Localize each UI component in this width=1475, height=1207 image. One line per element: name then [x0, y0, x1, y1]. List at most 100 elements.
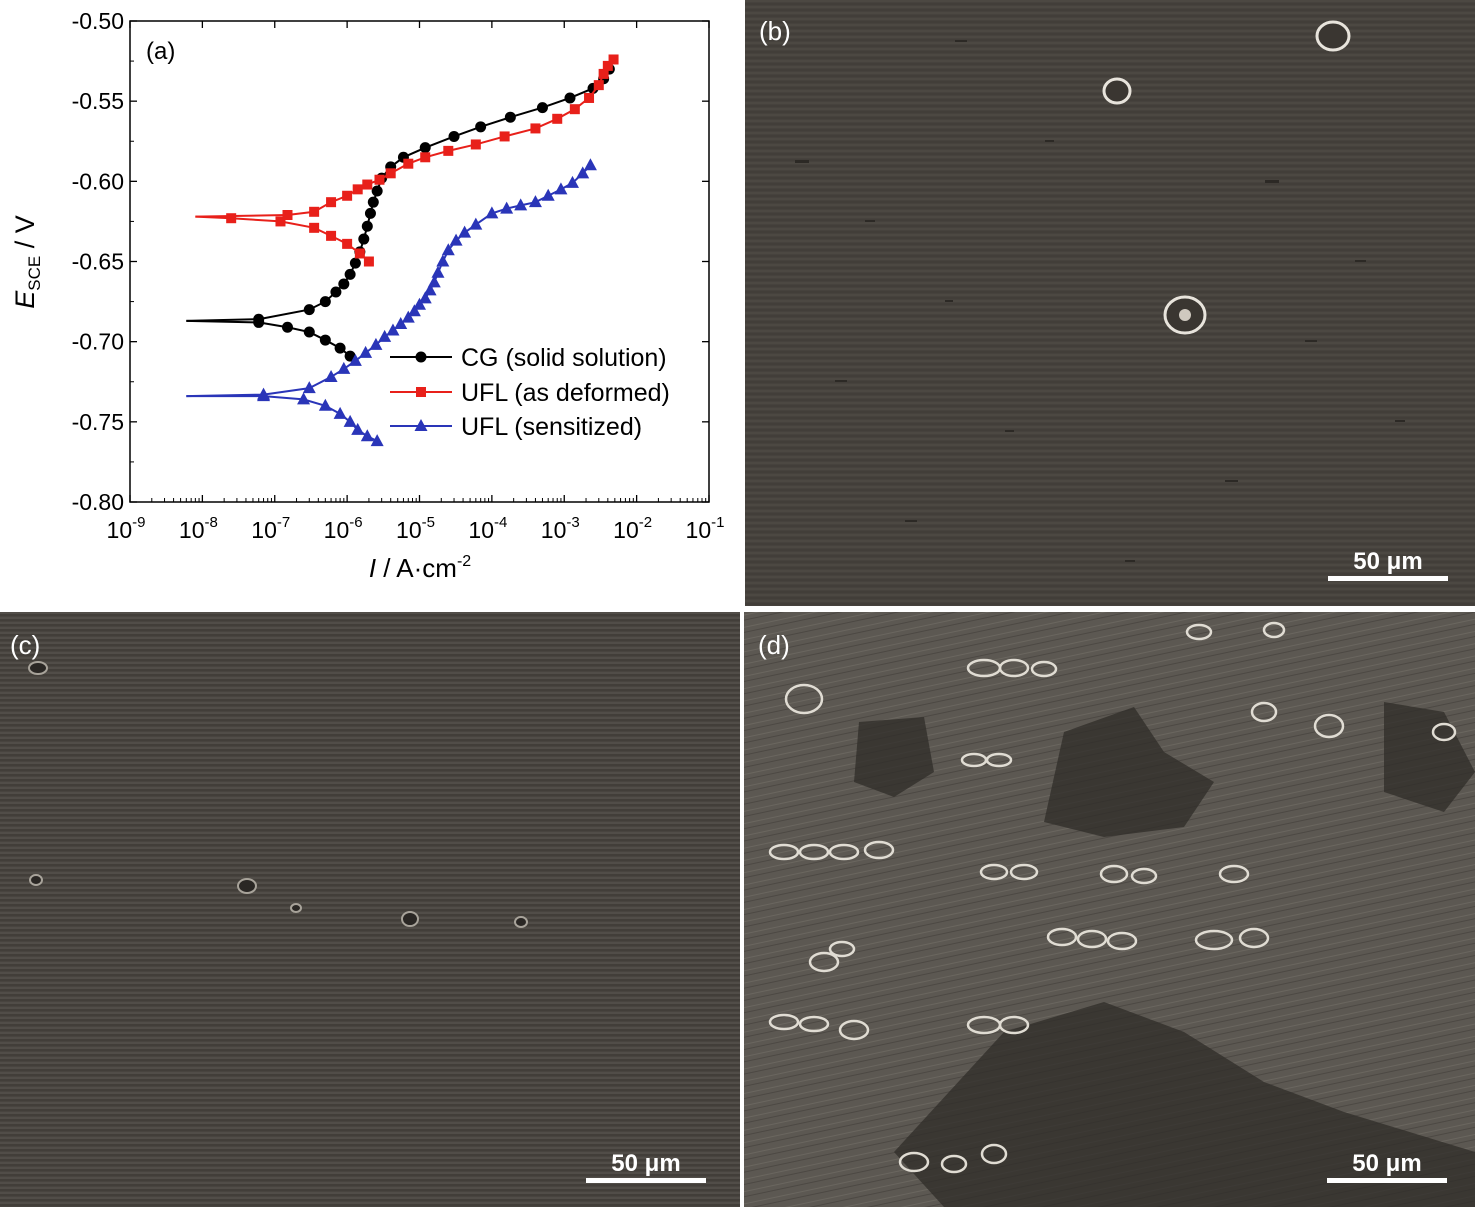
data-point-triangle	[427, 275, 441, 288]
data-point-square	[584, 92, 595, 103]
data-point-circle	[364, 207, 376, 219]
data-point-triangle	[436, 254, 450, 267]
data-point-square	[499, 131, 510, 142]
data-point-triangle	[351, 422, 365, 435]
x-tick-label: 10-2	[613, 514, 652, 543]
data-point-square	[403, 158, 414, 169]
data-point-circle	[319, 296, 331, 308]
data-point-circle	[564, 92, 576, 104]
data-point-square	[326, 230, 337, 241]
data-point-circle	[338, 278, 350, 290]
x-tick-label: 10-7	[251, 514, 290, 543]
x-tick-label: 10-3	[541, 514, 580, 543]
data-point-square	[420, 152, 431, 163]
data-point-square	[282, 210, 293, 221]
data-point-circle	[536, 102, 548, 114]
data-point-circle	[349, 257, 361, 269]
y-tick-label: -0.50	[72, 8, 124, 34]
data-point-circle	[448, 130, 460, 142]
scale-bar-d-text: 50 μm	[1352, 1150, 1422, 1177]
data-point-square	[309, 206, 320, 217]
data-point-square	[602, 60, 613, 71]
data-point-circle	[303, 326, 315, 338]
scale-bar-b-line	[1328, 576, 1448, 581]
data-point-square	[593, 80, 604, 91]
data-point-triangle	[554, 182, 568, 195]
x-tick-label: 10-4	[468, 514, 507, 543]
data-point-square	[470, 139, 481, 150]
data-point-triangle	[541, 188, 555, 201]
data-point-triangle	[302, 381, 316, 394]
y-tick-label: -0.65	[72, 249, 124, 275]
sem-micrograph-c	[0, 612, 740, 1207]
data-point-circle	[475, 121, 487, 133]
sem-micrograph-d	[744, 612, 1475, 1207]
data-point-triangle	[369, 337, 383, 350]
data-point-circle	[344, 268, 356, 280]
data-point-triangle	[337, 361, 351, 374]
sem-image-d: (d) 50 μm	[744, 612, 1475, 1207]
legend-label: CG (solid solution)	[461, 344, 667, 372]
data-point-triangle	[458, 225, 472, 238]
series-line-anodic	[195, 58, 615, 218]
data-point-square	[342, 238, 353, 249]
y-tick-label: -0.70	[72, 329, 124, 355]
sem-image-b: (b) 50 μm	[745, 0, 1475, 606]
y-tick-label: -0.55	[72, 88, 124, 114]
x-tick-label: 10-5	[396, 514, 435, 543]
y-tick-label: -0.80	[72, 489, 124, 515]
data-point-circle	[367, 196, 379, 208]
scale-bar-d: 50 μm	[1327, 1150, 1447, 1190]
data-point-triangle	[441, 243, 455, 256]
legend-label: UFL (as deformed)	[461, 379, 670, 407]
data-point-square	[552, 113, 563, 124]
data-point-square	[354, 248, 365, 259]
data-point-square	[385, 168, 396, 179]
y-tick-label: -0.60	[72, 168, 124, 194]
panel-d-label: (d)	[758, 630, 790, 660]
data-point-circle	[361, 220, 373, 232]
data-point-triangle	[500, 201, 514, 214]
data-point-square	[326, 197, 337, 208]
data-point-circle	[253, 313, 265, 325]
data-point-circle	[330, 286, 342, 298]
polarization-chart-panel: 10-9 10-8 10-7 10-6 10-5 10-4 10-3 10-2 10-1 -0.5…	[0, 0, 742, 608]
data-point-triangle	[418, 291, 432, 304]
data-point-square	[569, 104, 580, 115]
data-point-triangle	[576, 166, 590, 179]
data-point-triangle	[565, 175, 579, 188]
scale-bar-d-line	[1327, 1178, 1447, 1183]
y-axis-title: ESCE / V	[10, 215, 44, 309]
data-point-triangle	[324, 369, 338, 382]
data-point-circle	[358, 233, 370, 245]
data-point-square	[226, 213, 237, 224]
data-point-triangle	[386, 323, 400, 336]
data-point-triangle	[469, 217, 483, 230]
data-point-circle	[371, 185, 383, 197]
scale-bar-b-text: 50 μm	[1353, 548, 1423, 575]
data-point-triangle	[394, 317, 408, 330]
data-point-square	[608, 54, 619, 65]
scale-bar-b: 50 μm	[1328, 548, 1448, 588]
panel-c-label: (c)	[10, 630, 41, 660]
x-tick-label: 10-6	[324, 514, 363, 543]
data-point-triangle	[343, 414, 357, 427]
data-point-square	[352, 184, 363, 195]
data-point-triangle	[378, 329, 392, 342]
data-point-triangle	[449, 233, 463, 246]
legend-label: UFL (sensitized)	[461, 413, 642, 441]
data-point-circle	[419, 142, 431, 154]
panel-b-label: (b)	[759, 16, 791, 46]
x-tick-label: 10-8	[179, 514, 218, 543]
data-point-circle	[415, 351, 427, 363]
data-point-triangle	[401, 310, 415, 323]
x-tick-label: 10-1	[686, 514, 725, 543]
data-point-triangle	[414, 419, 428, 431]
data-point-circle	[281, 321, 293, 333]
data-point-triangle	[297, 392, 311, 405]
scale-bar-c-text: 50 μm	[611, 1150, 681, 1177]
x-axis-title: I / A·cm-2	[369, 553, 471, 583]
data-point-triangle	[485, 206, 499, 219]
data-point-triangle	[431, 265, 445, 278]
data-point-triangle	[514, 198, 528, 211]
